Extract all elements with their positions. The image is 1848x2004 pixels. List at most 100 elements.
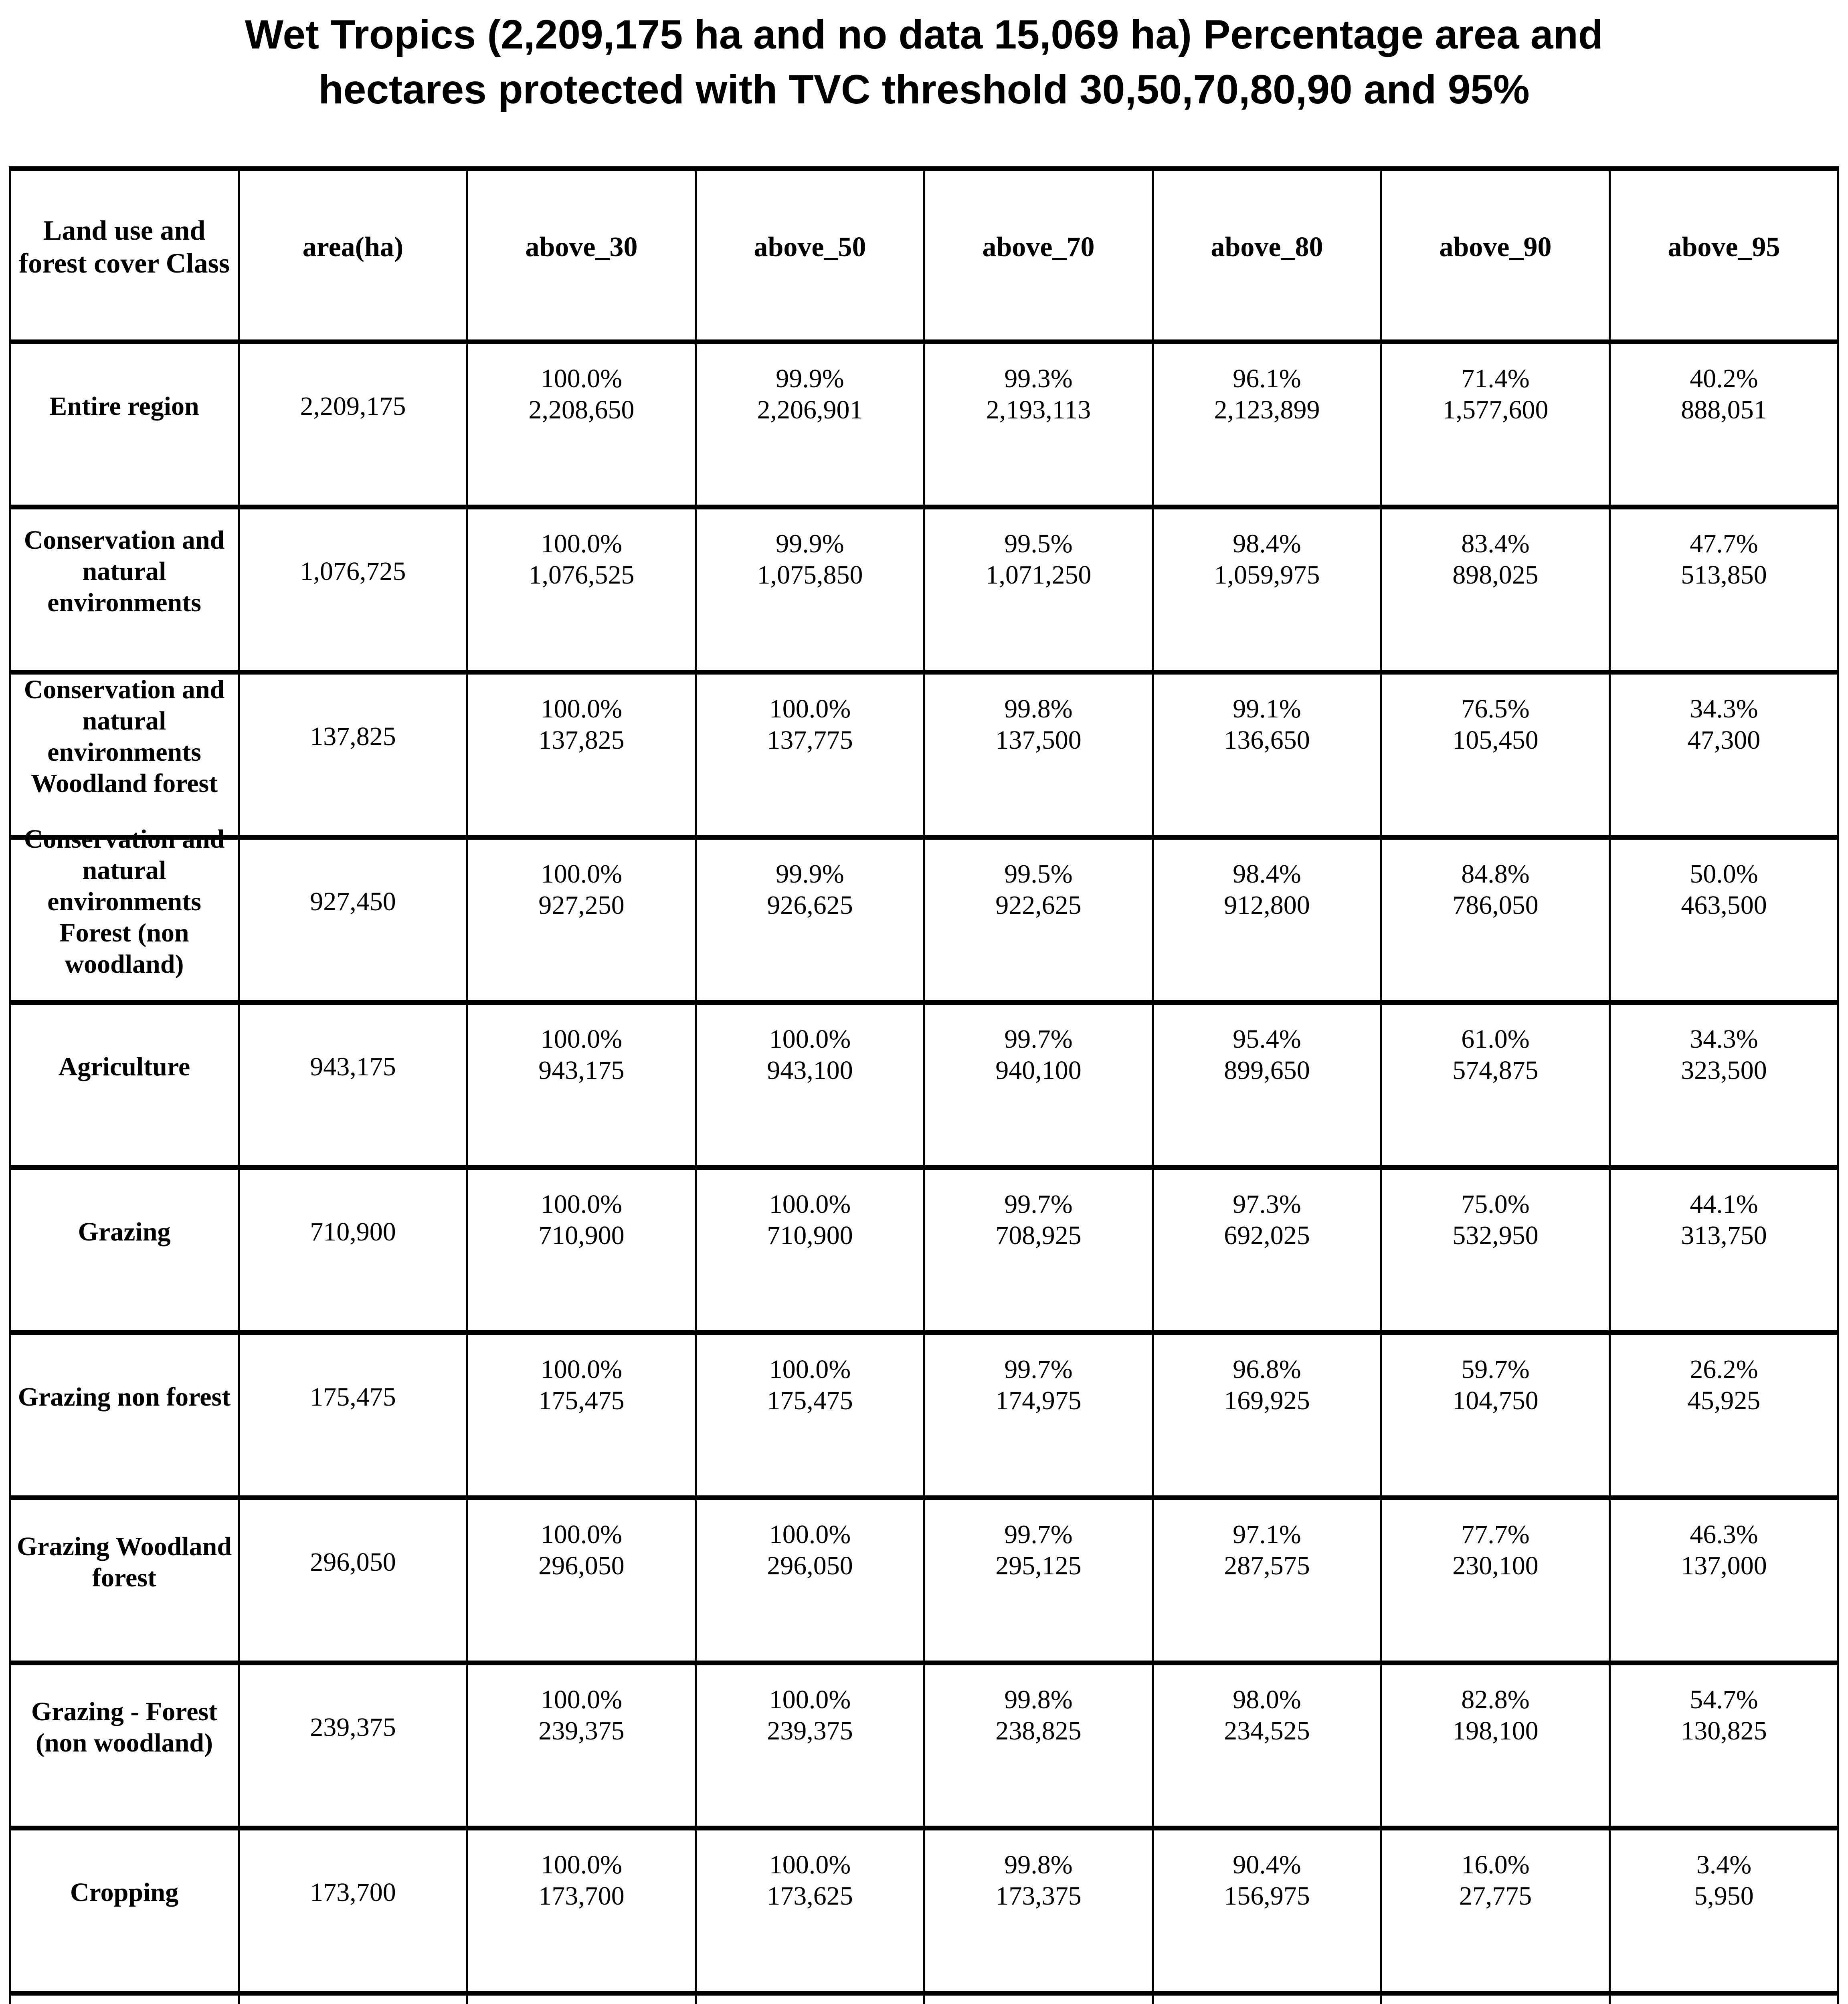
value-cell: 99.1% 136,650 <box>1154 675 1380 835</box>
value-cell: 100.0% 710,900 <box>697 1170 923 1330</box>
area-cell: 927,450 <box>240 840 466 1000</box>
hectares-value: 513,850 <box>1681 560 1767 590</box>
percent-value: 99.7% <box>1004 1520 1073 1549</box>
percent-value: 99.8% <box>1004 1850 1073 1879</box>
hectares-value: 926,625 <box>767 891 853 920</box>
hectares-value: 230,100 <box>1452 1551 1539 1580</box>
area-cell: 2,209,175 <box>240 344 466 505</box>
hectares-value: 323,500 <box>1681 1056 1767 1085</box>
hectares-value: 137,775 <box>767 725 853 755</box>
value-cell: 34.3% 323,500 <box>1611 1005 1837 1165</box>
value-cell: 77.7% 230,100 <box>1382 1500 1609 1661</box>
value-cell: 100.0% 137,775 <box>697 675 923 835</box>
percent-value: 3.4% <box>1696 1850 1752 1879</box>
hectares-value: 239,375 <box>538 1716 625 1745</box>
value-cell: 99.5% 922,625 <box>925 840 1152 1000</box>
area-cell: 1,076,725 <box>240 509 466 670</box>
hectares-value: 1,071,250 <box>985 560 1092 590</box>
row-label-cell: Conservation and natural environments Fo… <box>11 824 238 1000</box>
value-cell: 90.4% 156,975 <box>1154 1830 1380 1991</box>
percent-value: 100.0% <box>540 1850 623 1879</box>
value-cell: 100.0% 137,825 <box>468 675 695 835</box>
area-cell: 137,825 <box>240 675 466 835</box>
hectares-value: 710,900 <box>538 1221 625 1250</box>
data-table: Land use and forest cover Class area(ha) a… <box>9 166 1839 2004</box>
area-cell: 173,700 <box>240 1830 466 1991</box>
value-cell: 98.0% 234,525 <box>1154 1665 1380 1826</box>
hectares-value: 295,125 <box>995 1551 1082 1580</box>
row-label-cell: Entire region <box>11 344 238 505</box>
row-label-cell: Grazing - Forest (non woodland) <box>11 1665 238 1826</box>
value-cell: 99.7% 295,125 <box>925 1500 1152 1661</box>
value-cell: 95.4% 899,650 <box>1154 1005 1380 1165</box>
hectares-value: 1,059,975 <box>1214 560 1320 590</box>
value-cell: 99.7% 940,100 <box>925 1005 1152 1165</box>
percent-value: 16.0% <box>1461 1850 1530 1879</box>
percent-value: 100.0% <box>540 694 623 723</box>
figure-title: Wet Tropics (2,209,175 ha and no data 15… <box>245 12 1603 112</box>
value-cell: 99.7% 174,975 <box>925 1335 1152 1495</box>
hectares-value: 47,300 <box>1687 725 1761 755</box>
hectares-value: 5,950 <box>1694 1881 1754 1911</box>
value-cell: 40.2% 888,051 <box>1611 344 1837 505</box>
percent-value: 100.0% <box>540 859 623 889</box>
percent-value: 77.7% <box>1461 1520 1530 1549</box>
percent-value: 82.8% <box>1461 1685 1530 1714</box>
hectares-value: 296,050 <box>538 1551 625 1580</box>
value-cell: 96.1% 2,123,899 <box>1154 344 1380 505</box>
hectares-value: 105,450 <box>1452 725 1539 755</box>
percent-value: 98.0% <box>1233 1685 1301 1714</box>
value-cell: 100.0% 710,900 <box>468 1170 695 1330</box>
value-cell: 98.4% 912,800 <box>1154 840 1380 1000</box>
value-cell: 84.8% 786,050 <box>1382 840 1609 1000</box>
percent-value: 99.7% <box>1004 1190 1073 1219</box>
area-cell: 175,475 <box>240 1335 466 1495</box>
percent-value: 61.0% <box>1461 1024 1530 1054</box>
hectares-value: 137,500 <box>995 725 1082 755</box>
percent-value: 71.4% <box>1461 364 1530 393</box>
value-cell: 44.1% 313,750 <box>1611 1170 1837 1330</box>
hectares-value: 198,100 <box>1452 1716 1539 1745</box>
row-label-cell: Agriculture <box>11 1005 238 1165</box>
value-cell: 99.9% 926,625 <box>697 840 923 1000</box>
row-label-cell: Grazing Woodland forest <box>11 1500 238 1661</box>
value-cell: 86.5%50,625 <box>1154 1996 1380 2004</box>
value-cell: 61.0% 574,875 <box>1382 1005 1609 1165</box>
percent-value: 99.9% <box>776 859 844 889</box>
percent-value: 90.4% <box>1233 1850 1301 1879</box>
value-cell: 76.5% 105,450 <box>1382 675 1609 835</box>
hectares-value: 927,250 <box>538 891 625 920</box>
hectares-value: 296,050 <box>767 1551 853 1580</box>
value-cell: 3.4% 5,950 <box>1611 1830 1837 1991</box>
percent-value: 96.8% <box>1233 1355 1301 1384</box>
hectares-value: 943,100 <box>767 1056 853 1085</box>
value-cell: 100.0% 173,625 <box>697 1830 923 1991</box>
hectares-value: 156,975 <box>1224 1881 1310 1911</box>
hectares-value: 463,500 <box>1681 891 1767 920</box>
percent-value: 99.5% <box>1004 529 1073 558</box>
value-cell: 99.7% 708,925 <box>925 1170 1152 1330</box>
value-cell: 34.3% 47,300 <box>1611 675 1837 835</box>
value-cell: 59.7% 104,750 <box>1382 1335 1609 1495</box>
percent-value: 99.7% <box>1004 1024 1073 1054</box>
value-cell: 100.0% 927,250 <box>468 840 695 1000</box>
percent-value: 100.0% <box>769 694 851 723</box>
percent-value: 76.5% <box>1461 694 1530 723</box>
value-cell: 99.5% 1,071,250 <box>925 509 1152 670</box>
percent-value: 100.0% <box>540 1685 623 1714</box>
value-cell: 100.0% 296,050 <box>697 1500 923 1661</box>
hectares-value: 45,925 <box>1687 1386 1761 1415</box>
percent-value: 44.1% <box>1690 1190 1758 1219</box>
value-cell: 96.8% 169,925 <box>1154 1335 1380 1495</box>
value-cell: 83.4% 898,025 <box>1382 509 1609 670</box>
value-cell: 97.1% 287,575 <box>1154 1500 1380 1661</box>
percent-value: 100.0% <box>540 529 623 558</box>
value-cell: 99.3% 2,193,113 <box>925 344 1152 505</box>
percent-value: 34.3% <box>1690 694 1758 723</box>
value-cell: 75.0% 532,950 <box>1382 1170 1609 1330</box>
row-label-cell: Cropping <box>11 1830 238 1991</box>
percent-value: 100.0% <box>769 1190 851 1219</box>
value-cell: 99.9% 2,206,901 <box>697 344 923 505</box>
area-cell: 58,525 <box>240 1996 466 2004</box>
percent-value: 97.3% <box>1233 1190 1301 1219</box>
